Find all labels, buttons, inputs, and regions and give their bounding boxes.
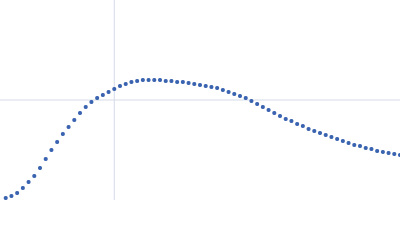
data-point <box>340 139 345 143</box>
data-point <box>60 132 65 136</box>
data-point <box>180 80 185 84</box>
data-point <box>26 180 31 184</box>
data-point <box>352 143 357 147</box>
data-point <box>220 88 225 92</box>
data-point <box>140 78 145 82</box>
data-point <box>255 102 260 106</box>
data-point <box>283 117 288 121</box>
data-point <box>363 146 368 150</box>
data-point <box>346 141 351 145</box>
data-point <box>3 196 8 200</box>
data-point <box>312 129 317 133</box>
data-point <box>289 119 294 123</box>
data-point <box>66 125 71 129</box>
data-point <box>72 118 77 122</box>
data-point <box>15 191 20 195</box>
data-point <box>198 83 202 87</box>
data-point <box>369 147 374 151</box>
data-point <box>329 135 334 139</box>
data-point <box>175 80 180 84</box>
data-point <box>375 149 380 153</box>
data-point <box>49 148 54 152</box>
data-point <box>318 131 322 135</box>
data-point <box>186 81 191 85</box>
data-point <box>43 157 48 161</box>
data-point <box>260 105 265 109</box>
chart <box>0 0 400 200</box>
data-point <box>278 114 282 118</box>
data-point <box>38 166 42 170</box>
data-point <box>243 96 248 100</box>
data-point <box>89 100 94 104</box>
data-point <box>209 85 214 89</box>
data-point <box>238 94 242 98</box>
data-point <box>392 152 397 156</box>
data-point <box>300 124 305 128</box>
data-point <box>203 84 208 88</box>
data-point <box>169 79 174 83</box>
data-point <box>306 127 311 131</box>
data-point <box>380 150 385 154</box>
data-point <box>272 111 277 115</box>
data-point <box>152 78 157 82</box>
data-point <box>146 78 151 82</box>
data-point <box>249 99 254 103</box>
data-point <box>118 84 122 88</box>
data-point <box>129 80 134 84</box>
data-point <box>295 122 300 126</box>
data-point <box>95 96 100 100</box>
data-point <box>358 144 362 148</box>
data-point <box>55 140 60 144</box>
data-point <box>9 194 14 198</box>
data-point <box>163 79 168 83</box>
data-point <box>158 78 162 82</box>
data-point <box>20 186 25 190</box>
data-point <box>123 82 128 86</box>
data-point <box>32 174 37 178</box>
data-point <box>192 82 197 86</box>
data-point <box>323 133 328 137</box>
data-point <box>266 108 271 112</box>
data-point <box>135 79 140 83</box>
data-point <box>386 151 391 155</box>
data-point <box>232 92 237 96</box>
data-point <box>83 105 88 109</box>
data-point <box>78 111 82 115</box>
data-point <box>335 137 340 141</box>
data-point <box>112 87 117 91</box>
data-point <box>106 90 111 94</box>
data-point <box>215 86 220 90</box>
data-point <box>226 90 231 94</box>
data-point <box>100 93 105 97</box>
